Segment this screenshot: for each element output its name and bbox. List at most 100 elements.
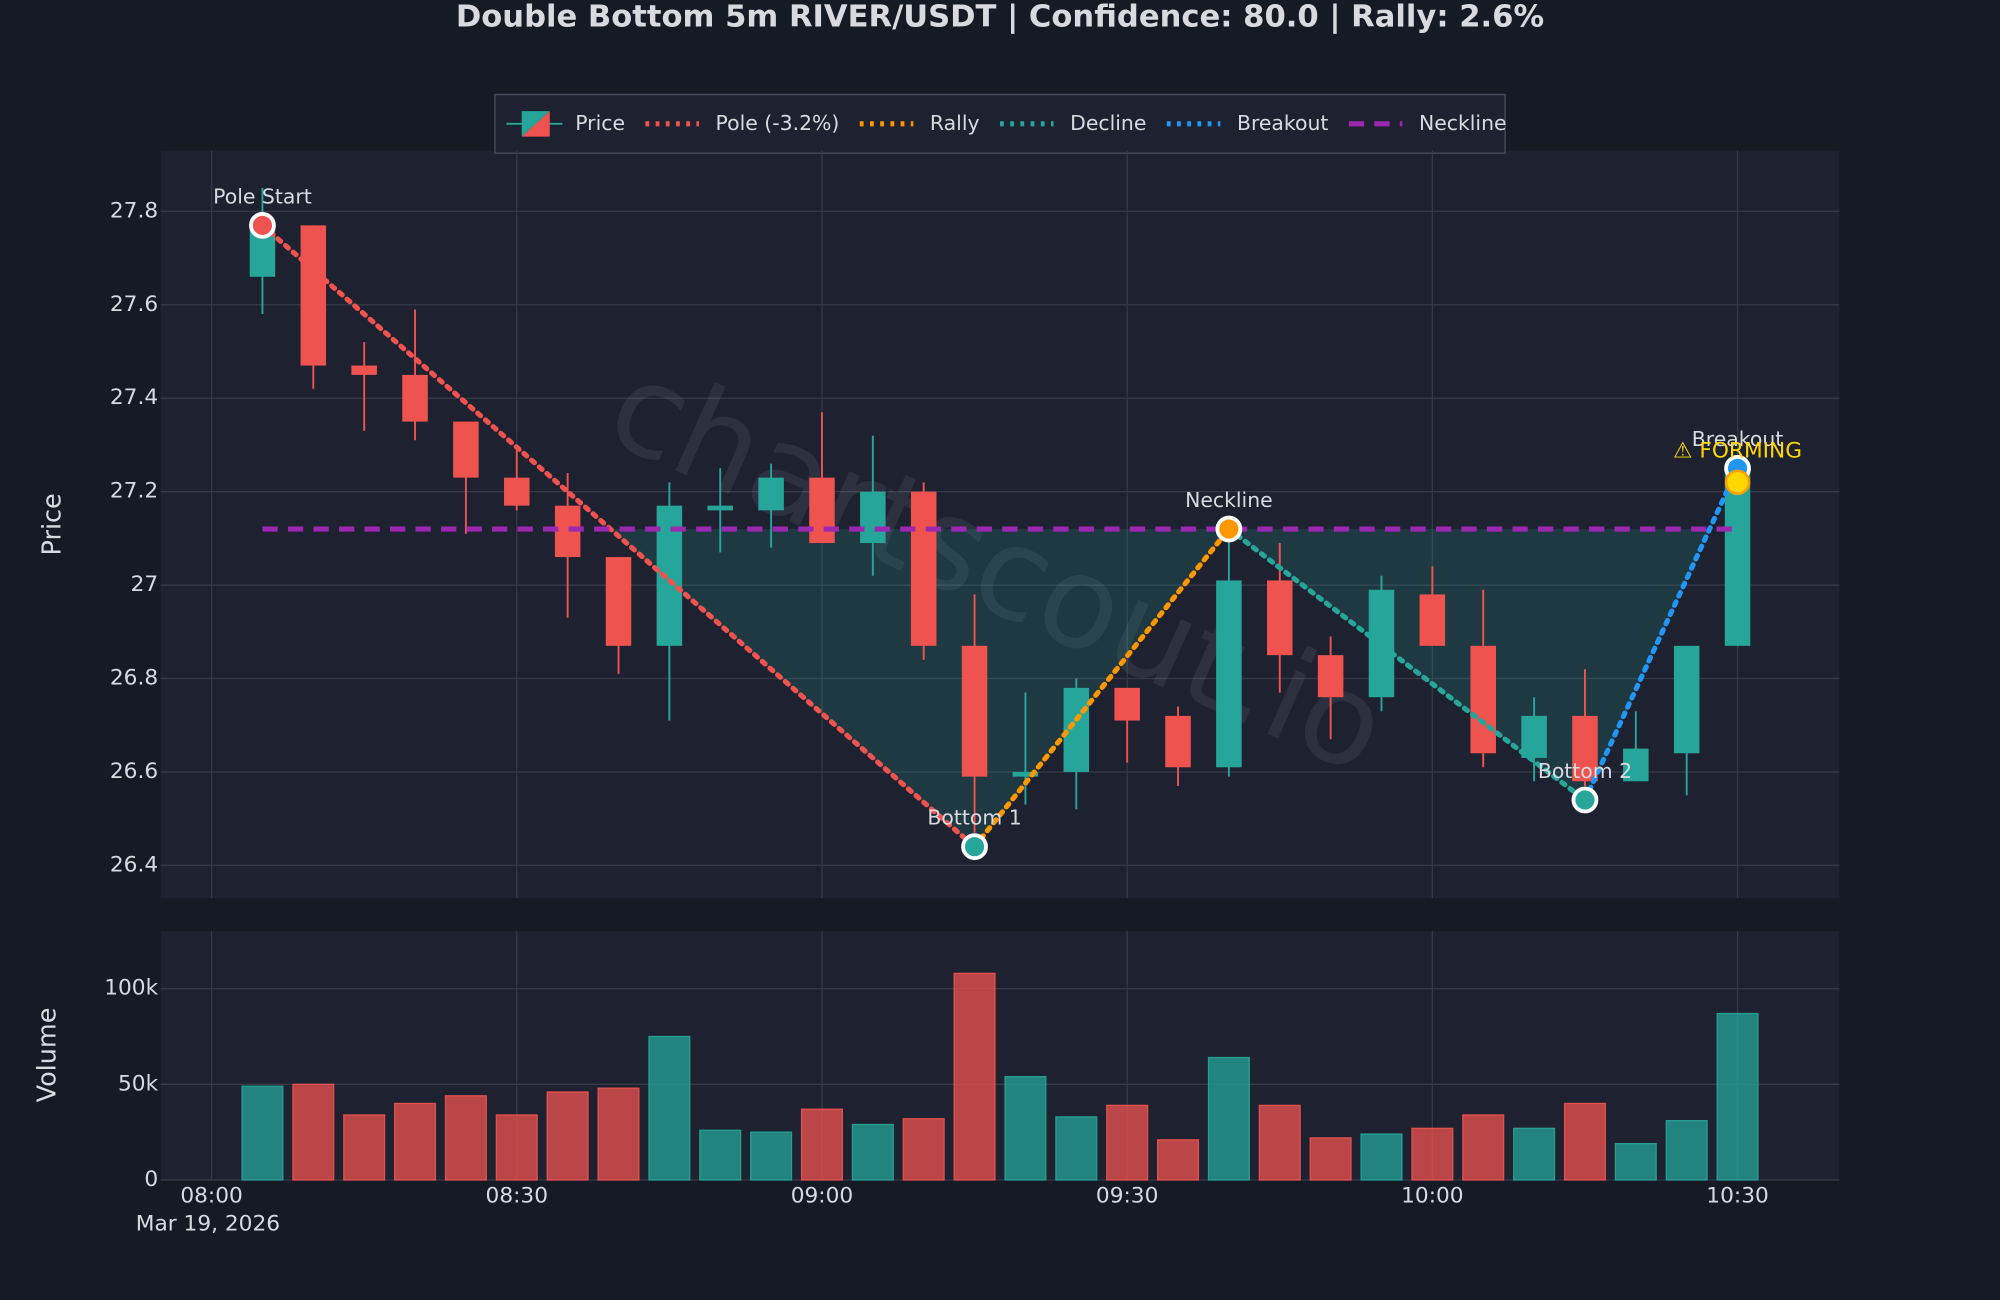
y-axis-label: Volume <box>32 1008 62 1103</box>
y-axis-label: Price <box>38 493 68 555</box>
volume-bar <box>1106 1104 1149 1181</box>
volume-bar <box>444 1095 487 1181</box>
volume-bar <box>902 1118 945 1181</box>
x-tick-label: 09:30 <box>1096 1184 1158 1209</box>
candle-body <box>1724 468 1751 646</box>
y-tick-label: 27.2 <box>110 479 158 504</box>
y-tick-label: 27 <box>131 572 159 597</box>
volume-bar <box>1309 1137 1352 1181</box>
y-tick-label: 50k <box>118 1071 159 1096</box>
candle-body <box>605 557 632 646</box>
volume-bar <box>393 1102 437 1181</box>
legend-label: Breakout <box>1237 111 1328 135</box>
candle-body <box>910 491 937 646</box>
x-tick-label: 10:00 <box>1401 1184 1463 1209</box>
candle-body <box>1521 715 1547 758</box>
x-date-label: Mar 19, 2026 <box>136 1212 280 1237</box>
y-tick-label: 27.8 <box>110 198 158 223</box>
forming-label: ⚠ FORMING <box>1673 439 1802 464</box>
volume-bar <box>750 1131 793 1181</box>
volume-bar <box>495 1114 538 1181</box>
candle-body <box>1470 645 1496 754</box>
volume-bar <box>851 1123 894 1181</box>
x-tick-label: 08:00 <box>180 1184 242 1209</box>
candle-body <box>961 645 988 777</box>
legend-label: Decline <box>1070 111 1146 135</box>
candle-body <box>453 421 479 478</box>
forming-point <box>1724 469 1751 496</box>
volume-bar <box>1462 1114 1505 1181</box>
candle-body <box>1012 771 1039 777</box>
volume-plot <box>160 931 1840 1180</box>
y-tick-label: 26.8 <box>110 666 158 691</box>
candle-body <box>300 225 327 366</box>
volume-bar <box>1716 1012 1759 1181</box>
volume-bar <box>292 1083 335 1181</box>
legend-swatch <box>521 111 550 137</box>
volume-bar <box>1513 1127 1556 1181</box>
pattern-point <box>961 833 988 861</box>
candle-body <box>758 477 784 511</box>
candle-body <box>1368 589 1395 698</box>
x-tick-label: 08:30 <box>486 1184 548 1209</box>
overlay-line <box>1226 526 1588 803</box>
candle-body <box>1673 645 1700 754</box>
volume-bar <box>1004 1076 1047 1181</box>
candle-body <box>860 491 886 544</box>
candle-body <box>809 477 835 544</box>
overlay-line <box>1582 465 1741 803</box>
volume-bar <box>343 1114 386 1181</box>
candle-body <box>1419 594 1446 646</box>
pattern-point <box>1215 515 1243 543</box>
candle-body <box>707 505 733 511</box>
point-label: Bottom 1 <box>927 806 1021 830</box>
volume-bar <box>648 1035 691 1181</box>
volume-bar <box>1207 1056 1250 1181</box>
pattern-point <box>1571 786 1599 814</box>
candle-body <box>1267 580 1293 656</box>
price-plot <box>160 150 1840 899</box>
candle-body <box>1572 715 1598 782</box>
candle-body <box>1317 655 1344 698</box>
candle-body <box>504 477 530 506</box>
legend-label: Rally <box>930 111 980 135</box>
point-label: Pole Start <box>213 184 312 208</box>
volume-bar <box>953 972 996 1181</box>
candle-body <box>1623 748 1649 782</box>
volume-bar <box>1360 1133 1403 1181</box>
y-tick-label: 26.4 <box>110 852 158 877</box>
candle-body <box>402 374 428 422</box>
candle-body <box>1063 687 1090 772</box>
overlay-line <box>972 526 1232 850</box>
chart-title: Double Bottom 5m RIVER/USDT | Confidence… <box>456 0 1544 34</box>
volume-bar <box>241 1085 284 1181</box>
volume-bar <box>1411 1127 1454 1181</box>
overlay-line <box>259 222 978 850</box>
volume-bar <box>1614 1142 1657 1181</box>
y-tick-label: 27.4 <box>110 385 158 410</box>
legend-label: Pole (-3.2%) <box>716 111 840 135</box>
candle-body <box>351 365 377 375</box>
y-tick-label: 27.6 <box>110 292 158 317</box>
y-tick-label: 0 <box>144 1167 158 1192</box>
point-label: Breakout <box>1692 427 1783 451</box>
volume-bar <box>1665 1120 1708 1181</box>
candle-body <box>1165 715 1191 768</box>
x-tick-label: 09:00 <box>791 1184 853 1209</box>
volume-bar <box>1055 1116 1098 1181</box>
candle-body <box>1216 580 1242 768</box>
volume-bar <box>1258 1104 1301 1181</box>
legend <box>494 93 1506 154</box>
point-label: Neckline <box>1185 488 1273 512</box>
point-label: Bottom 2 <box>1538 759 1632 783</box>
y-tick-label: 100k <box>104 976 158 1001</box>
volume-bar <box>1156 1139 1200 1181</box>
volume-bar <box>597 1087 640 1181</box>
volume-bar <box>546 1091 589 1181</box>
candle-body <box>1114 687 1140 721</box>
x-tick-label: 10:30 <box>1706 1184 1768 1209</box>
y-tick-label: 26.6 <box>110 759 158 784</box>
legend-label: Price <box>575 111 625 135</box>
